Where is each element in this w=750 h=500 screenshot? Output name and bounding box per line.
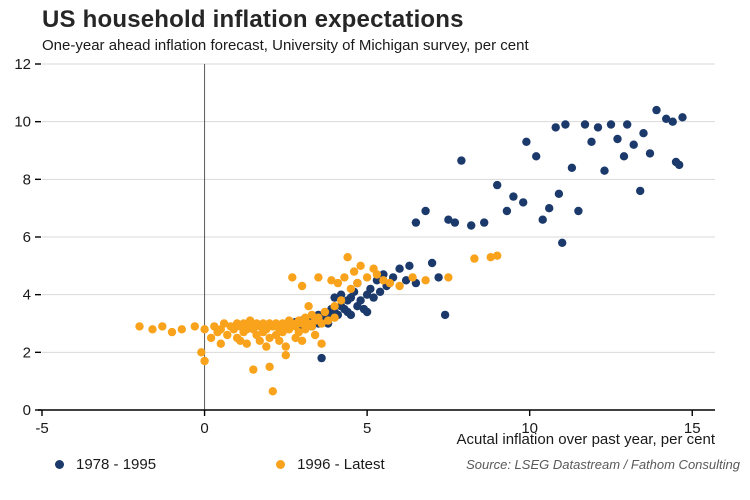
svg-text:10: 10 xyxy=(14,114,31,131)
legend-item-1996-latest: 1996 - Latest xyxy=(276,456,385,473)
legend-swatch-navy-dot xyxy=(55,460,64,469)
svg-text:2: 2 xyxy=(23,344,31,361)
svg-text:15: 15 xyxy=(684,420,701,437)
svg-text:0: 0 xyxy=(23,402,31,419)
legend-label-1996-latest: 1996 - Latest xyxy=(297,456,385,473)
svg-text:0: 0 xyxy=(200,420,208,437)
svg-text:10: 10 xyxy=(521,420,538,437)
svg-text:12: 12 xyxy=(14,56,31,73)
svg-text:-5: -5 xyxy=(35,420,48,437)
svg-text:4: 4 xyxy=(23,287,31,304)
legend-item-1978-1995: 1978 - 1995 xyxy=(55,456,156,473)
legend-label-1978-1995: 1978 - 1995 xyxy=(76,456,157,473)
legend-swatch-orange-dot xyxy=(276,460,286,469)
chart-title: US household inflation expectations xyxy=(42,6,464,33)
source-credit: Source: LSEG Datastream / Fathom Consult… xyxy=(466,457,740,472)
svg-text:6: 6 xyxy=(23,229,31,246)
chart-subtitle: One-year ahead inflation forecast, Unive… xyxy=(42,37,529,54)
legend: 1978 - 1995 1996 - Latest xyxy=(55,456,385,473)
svg-text:8: 8 xyxy=(23,171,31,188)
svg-text:5: 5 xyxy=(363,420,371,437)
x-axis-label: Acutal inflation over past year, per cen… xyxy=(456,431,715,448)
